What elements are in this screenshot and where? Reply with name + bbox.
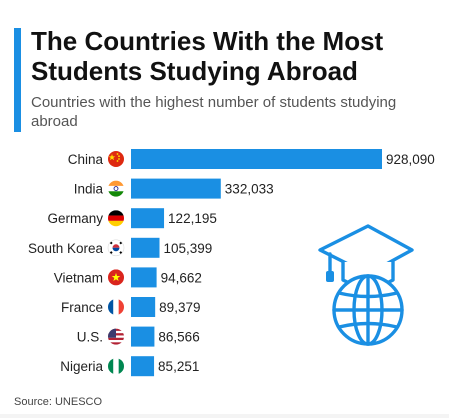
bar-france [131, 297, 156, 317]
category-label: Nigeria [60, 359, 103, 374]
bottom-divider [0, 414, 449, 418]
value-label: 94,662 [161, 270, 202, 285]
india-flag-icon [108, 180, 124, 197]
bar-nigeria [131, 356, 155, 377]
category-label: France [61, 300, 103, 315]
germany-flag-icon [108, 210, 124, 227]
bar-u-s [131, 326, 155, 347]
south-korea-flag-icon [107, 239, 125, 257]
value-label: 332,033 [225, 182, 274, 197]
graduation-globe-icon [318, 224, 414, 346]
category-label: Vietnam [54, 270, 103, 285]
nigeria-flag-icon [108, 358, 124, 375]
bar-china [131, 149, 382, 169]
bar-vietnam [131, 267, 157, 288]
chart-subtitle: Countries with the highest number of stu… [31, 94, 397, 130]
source-note: Source: UNESCO [14, 396, 103, 408]
vietnam-flag-icon [108, 269, 124, 286]
bar-south-korea [131, 237, 160, 258]
value-label: 89,379 [159, 300, 200, 315]
value-label: 85,251 [158, 359, 199, 374]
value-label: 928,090 [386, 152, 435, 167]
value-label: 86,566 [158, 330, 199, 345]
bar-india [131, 178, 221, 199]
category-label: China [68, 152, 104, 167]
category-label: Germany [47, 211, 103, 226]
france-flag-icon [108, 299, 124, 315]
category-label: South Korea [28, 241, 104, 256]
bar-germany [131, 208, 165, 229]
chart-title: The Countries With the Most Students Stu… [31, 26, 384, 86]
us-flag-icon [108, 328, 124, 345]
value-label: 105,399 [164, 241, 213, 256]
china-flag-icon [108, 151, 124, 167]
title-accent-bar [14, 28, 21, 132]
category-label: India [74, 182, 104, 197]
category-label: U.S. [77, 330, 103, 345]
value-label: 122,195 [168, 211, 217, 226]
